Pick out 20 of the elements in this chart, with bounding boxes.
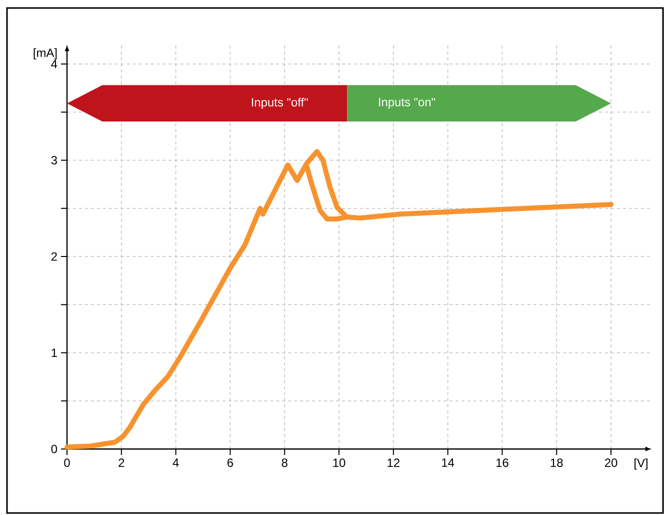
x-tick-label: 0 [64,458,70,467]
x-tick-label: 20 [604,458,618,467]
y-tick-label: 4 [51,60,58,68]
x-tick-label: 10 [333,458,346,467]
x-tick-label: 8 [282,458,288,467]
y-tick-label: 2 [51,252,57,261]
y-tick-label: 0 [51,444,58,454]
x-axis-title: [V] [634,458,648,470]
x-tick-label: 4 [172,458,179,467]
band-label: Inputs "off" [252,98,308,109]
y-axis-title: [mA] [34,48,57,60]
x-tick-label: 14 [442,458,454,467]
y-tick-label: 1 [52,348,57,357]
y-tick-label: 3 [51,156,57,164]
x-tick-label: 18 [550,458,563,467]
x-tick-label: 2 [118,458,124,467]
band-label: Inputs "on" [378,98,436,109]
x-tick-label: 12 [388,458,400,467]
x-tick-label: 16 [496,458,508,467]
x-tick-label: 6 [227,458,234,467]
